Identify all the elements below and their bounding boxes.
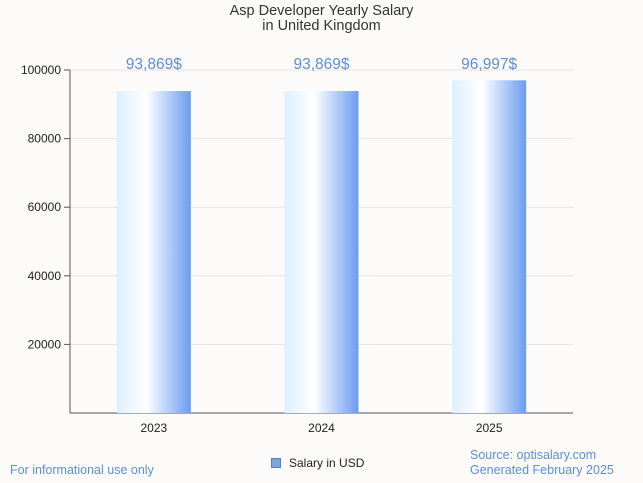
x-tick-label: 2024: [308, 421, 335, 435]
y-tick-label: 20000: [28, 337, 62, 351]
bar-2025[interactable]: [452, 80, 527, 413]
disclaimer-text: For informational use only: [10, 463, 154, 477]
chart-title-block: Asp Developer Yearly Salary in United Ki…: [0, 4, 643, 34]
y-tick-label: 60000: [28, 200, 62, 214]
legend[interactable]: Salary in USD: [271, 456, 364, 470]
chart-title: Asp Developer Yearly Salary: [229, 3, 414, 19]
chart-subtitle: in United Kingdom: [262, 18, 381, 34]
y-tick-label: 100000: [21, 63, 61, 77]
legend-swatch: [271, 458, 281, 468]
x-tick-label: 2023: [140, 421, 167, 435]
y-tick-label: 80000: [28, 132, 62, 146]
bar-2024[interactable]: [284, 91, 359, 413]
data-label-2024: 93,869$: [293, 56, 349, 73]
data-labels: 93,869$ 93,869$ 96,997$: [126, 56, 518, 73]
bars: [116, 80, 527, 413]
bar-2023[interactable]: [116, 91, 191, 413]
data-label-2023: 93,869$: [126, 56, 182, 73]
legend-label: Salary in USD: [289, 456, 365, 470]
data-label-2025: 96,997$: [461, 56, 517, 73]
y-tick-label: 40000: [28, 269, 62, 283]
source-text: Source: optisalary.com: [470, 448, 597, 462]
source-block: Source: optisalary.com Generated Februar…: [470, 448, 614, 478]
generated-text: Generated February 2025: [470, 463, 614, 477]
x-tick-label: 2025: [476, 421, 503, 435]
